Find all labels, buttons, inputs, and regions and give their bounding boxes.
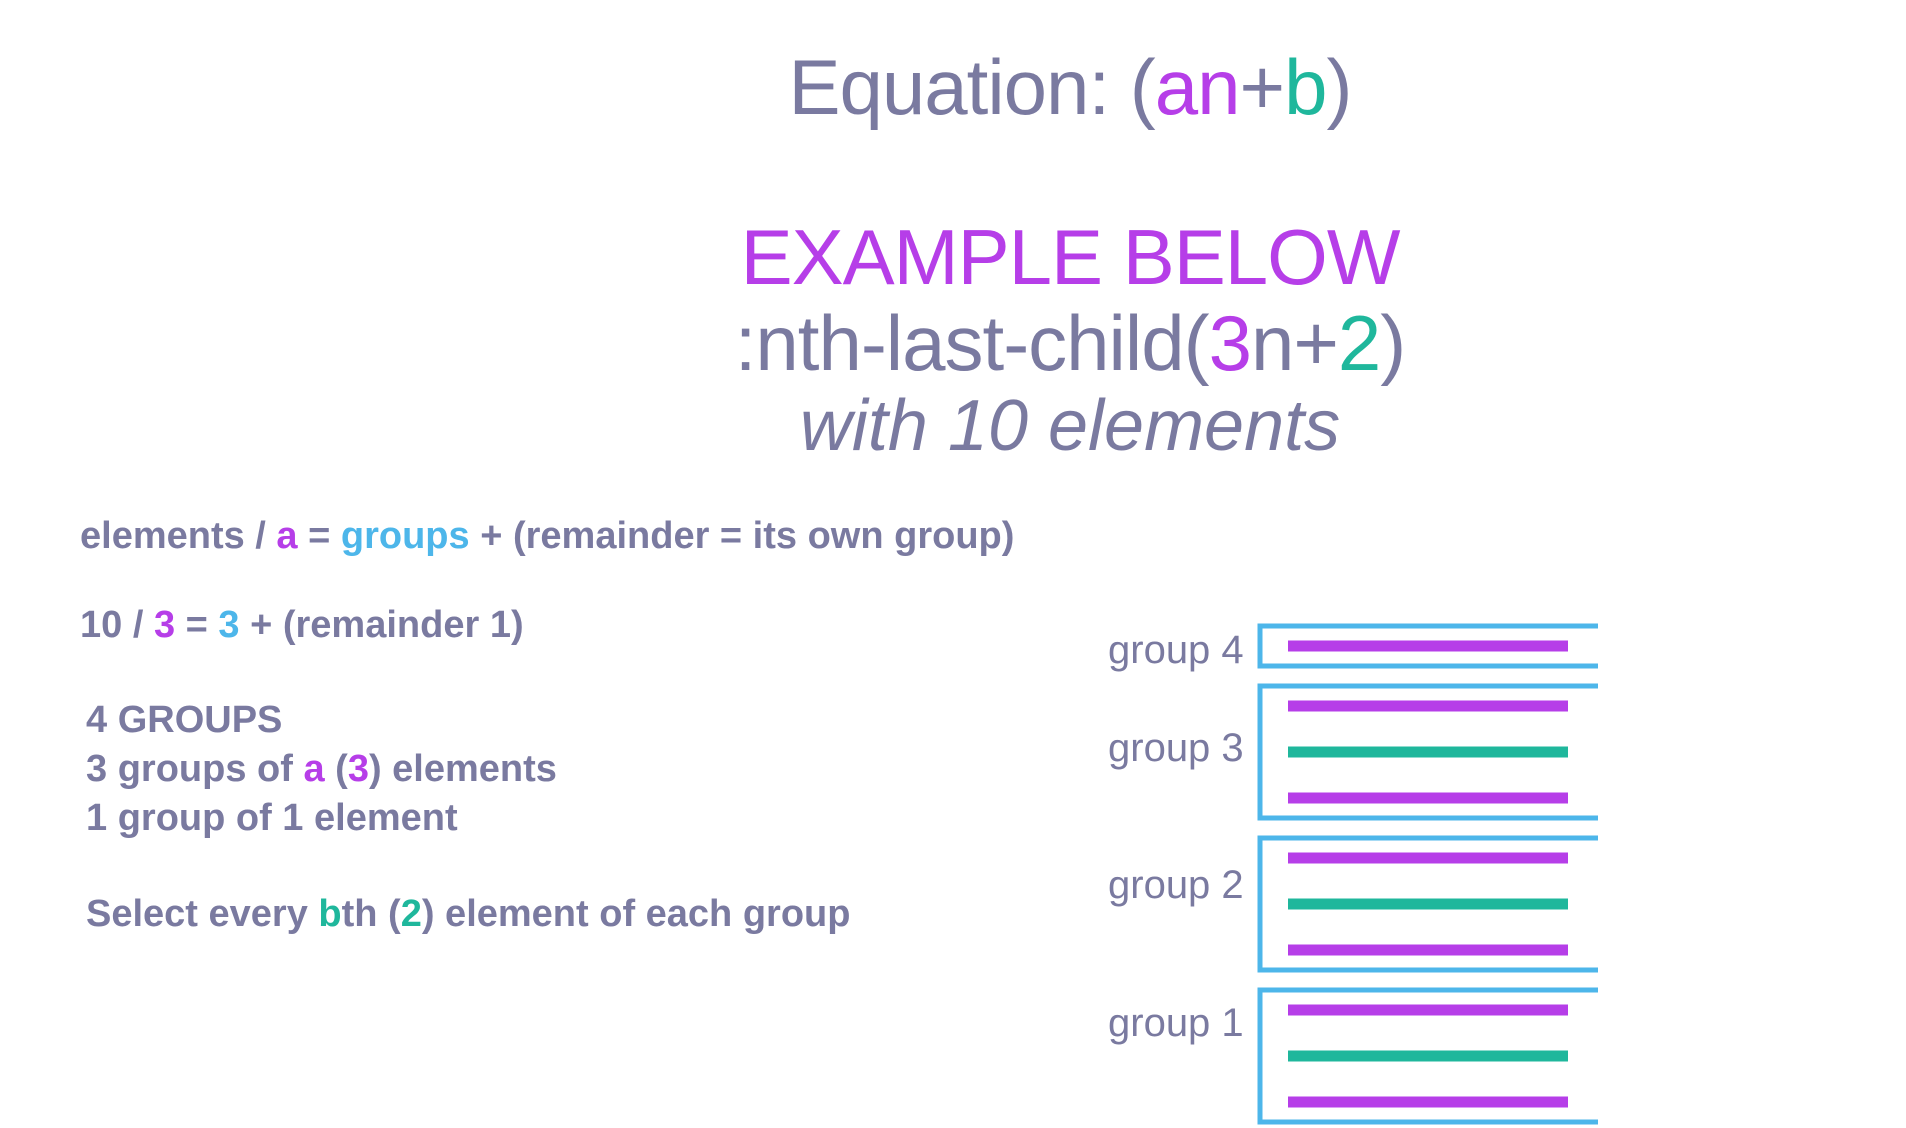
selector-expression: :nth-last-child(3n+2) <box>560 298 1580 389</box>
calc-groups: 3 <box>218 604 240 646</box>
group-label: group 4 <box>1108 628 1244 672</box>
selector-mid: n+ <box>1250 299 1339 387</box>
formula-groups: groups <box>340 515 470 557</box>
formula-text-3: + (remainder = its own group) <box>469 515 1015 557</box>
group-bracket <box>1257 987 1598 1125</box>
formula-a: a <box>276 515 298 557</box>
groups-of-a-text-3: ) elements <box>368 748 557 790</box>
group-label: group 3 <box>1108 726 1244 770</box>
selector-suffix: ) <box>1380 299 1406 387</box>
groups-count: 4 GROUPS <box>86 699 283 741</box>
calc-a: 3 <box>153 604 176 646</box>
calc-text-3: + (remainder 1) <box>239 604 524 646</box>
formula-text-1: elements / <box>80 515 277 557</box>
groups-of-a-text-1: 3 groups of <box>86 748 304 790</box>
title-plus: + <box>1239 43 1286 131</box>
group-label: group 2 <box>1108 863 1244 907</box>
formula-text-2: = <box>297 515 341 557</box>
selector-b: 2 <box>1337 299 1381 387</box>
groups-of-a-n: 3 <box>347 748 369 790</box>
group-bracket <box>1257 835 1598 973</box>
title-b: b <box>1284 43 1327 131</box>
selector-prefix: :nth-last-child( <box>734 299 1210 387</box>
subtitle: with 10 elements <box>799 386 1341 466</box>
select-b: b <box>318 893 342 935</box>
select-text-1: Select every <box>86 893 319 935</box>
formula-line: elements / a = groups + (remainder = its… <box>80 515 1014 558</box>
groups-of-a-a: a <box>303 748 325 790</box>
title-prefix: Equation: ( <box>788 43 1156 131</box>
select-line: Select every bth (2) element of each gro… <box>86 893 850 936</box>
group-bracket <box>1257 683 1598 821</box>
select-text-2: th ( <box>341 893 401 935</box>
equation-title: Equation: (an+b) <box>560 42 1580 133</box>
group-bracket <box>1257 623 1598 669</box>
groups-of-a-line: 3 groups of a (3) elements <box>86 748 557 791</box>
title-an: an <box>1154 43 1241 131</box>
example-label: EXAMPLE BELOW <box>740 213 1401 301</box>
calc-text-1: 10 / <box>80 604 154 646</box>
select-text-3: ) element of each group <box>421 893 851 935</box>
groups-of-a-text-2: ( <box>324 748 348 790</box>
selector-a: 3 <box>1208 299 1252 387</box>
select-n: 2 <box>400 893 422 935</box>
one-group-line: 1 group of 1 element <box>86 797 458 839</box>
title-suffix: ) <box>1326 43 1352 131</box>
calc-text-2: = <box>175 604 219 646</box>
group-label: group 1 <box>1108 1001 1244 1045</box>
calculation-line: 10 / 3 = 3 + (remainder 1) <box>80 604 524 647</box>
